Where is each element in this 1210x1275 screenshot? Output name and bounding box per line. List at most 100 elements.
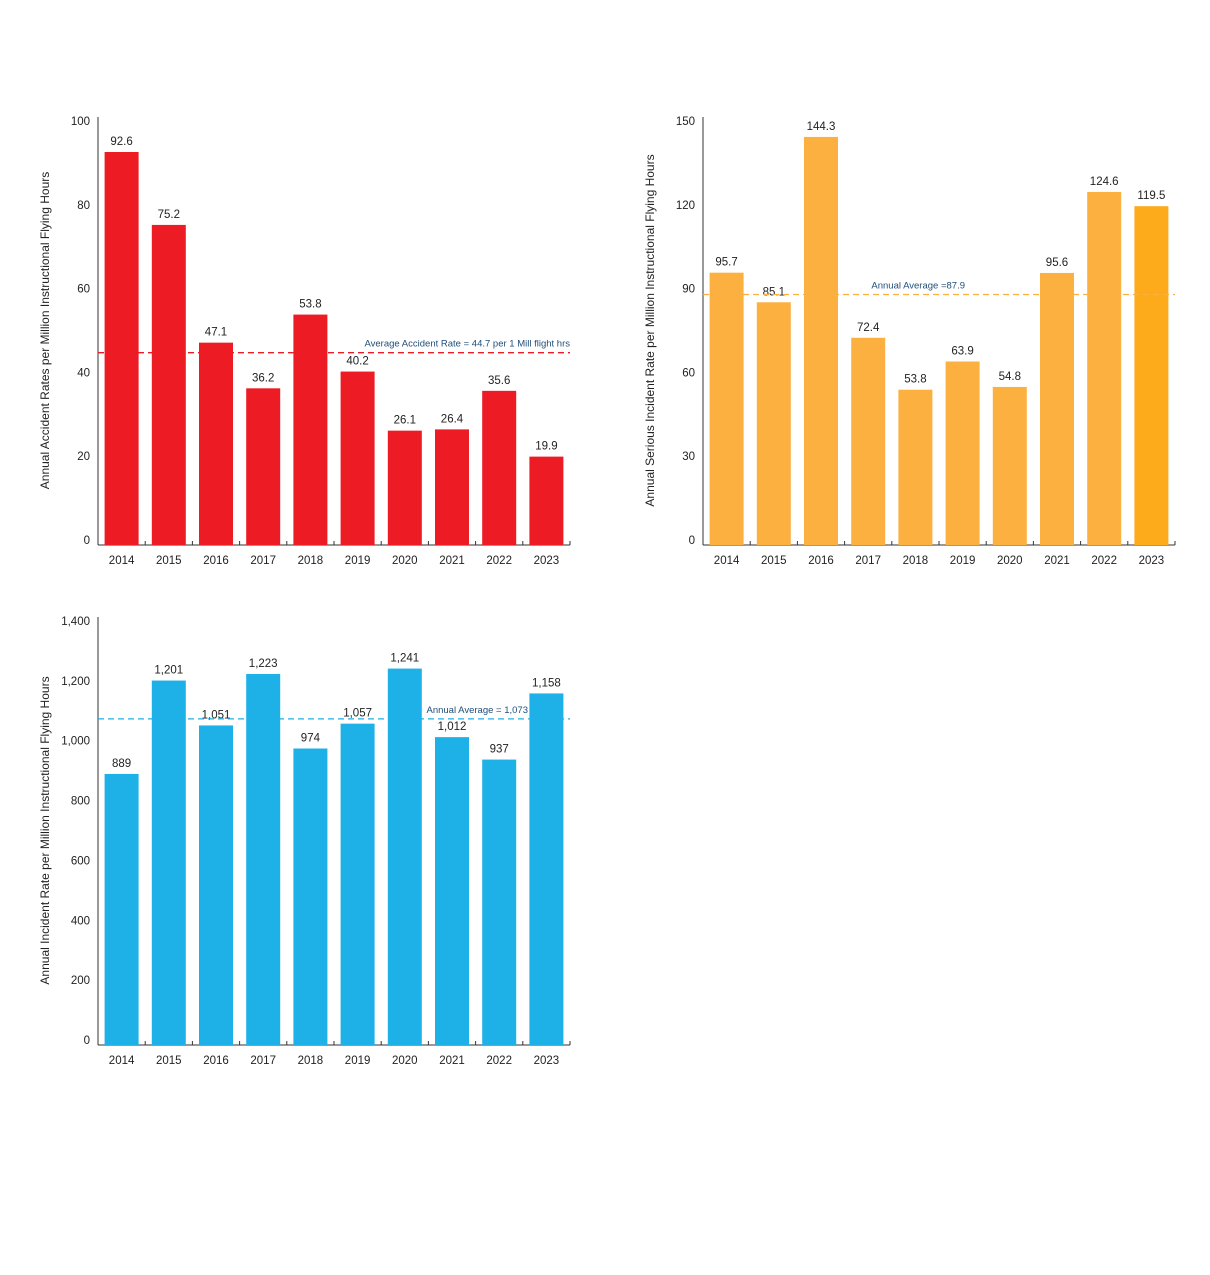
bar-2014 bbox=[104, 773, 139, 1045]
y-tick-label: 90 bbox=[682, 284, 695, 296]
x-tick-label: 2018 bbox=[903, 555, 929, 567]
data-label: 54.8 bbox=[999, 371, 1021, 383]
data-label: 889 bbox=[112, 758, 131, 770]
data-label: 1,051 bbox=[202, 709, 231, 721]
incident-rate-chart: 0 200 400 600 800 1,000 1,200 1,400 Annual Incid… bbox=[38, 616, 571, 1067]
x-tick-label: 2017 bbox=[250, 555, 276, 567]
data-label: 92.6 bbox=[110, 136, 132, 148]
x-tick-label: 2023 bbox=[534, 1055, 560, 1067]
y-tick-label: 0 bbox=[689, 535, 695, 547]
y-tick-label: 150 bbox=[676, 116, 695, 128]
y-tick-label: 80 bbox=[77, 200, 90, 212]
data-label: 1,057 bbox=[343, 708, 372, 720]
data-label: 35.6 bbox=[488, 375, 510, 387]
bar-2016 bbox=[199, 342, 233, 545]
serious-incident-rate-chart: 0 30 60 90 120 150 Annual Serious Incident Rat… bbox=[643, 116, 1176, 567]
x-tick-label: 2019 bbox=[950, 555, 976, 567]
bar-2020 bbox=[992, 386, 1027, 545]
x-tick-label: 2014 bbox=[109, 1055, 135, 1067]
y-tick-label: 0 bbox=[84, 1035, 90, 1047]
data-label: 36.2 bbox=[252, 372, 274, 384]
data-label: 75.2 bbox=[158, 209, 180, 221]
x-tick-label: 2022 bbox=[486, 555, 512, 567]
x-tick-label: 2020 bbox=[997, 555, 1023, 567]
x-tick-label: 2017 bbox=[250, 1055, 276, 1067]
accident-rate-chart: 0 20 40 60 80 100 Annual Accident Rates per Mi… bbox=[38, 116, 571, 567]
x-tick-label: 2017 bbox=[855, 555, 881, 567]
data-label: 40.2 bbox=[346, 356, 368, 368]
x-tick-label: 2016 bbox=[203, 555, 229, 567]
x-tick-label: 2022 bbox=[486, 1055, 512, 1067]
data-label: 53.8 bbox=[904, 374, 926, 386]
y-tick-label: 40 bbox=[77, 367, 90, 379]
x-tick-label: 2016 bbox=[203, 1055, 229, 1067]
average-label: Annual Average = 1,073 bbox=[426, 705, 528, 716]
data-label: 26.1 bbox=[394, 415, 416, 427]
bar-2021 bbox=[435, 429, 469, 545]
y-tick-label: 800 bbox=[71, 796, 90, 808]
data-label: 19.9 bbox=[535, 441, 557, 453]
bar-2015 bbox=[151, 680, 186, 1045]
y-axis-title: Annual Serious Incident Rate per Million… bbox=[643, 154, 657, 506]
bar-2014 bbox=[709, 272, 744, 545]
x-tick-label: 2021 bbox=[439, 555, 465, 567]
bar-2017 bbox=[246, 673, 281, 1045]
bar-2023 bbox=[1134, 206, 1169, 545]
data-label: 72.4 bbox=[857, 322, 880, 334]
y-tick-label: 100 bbox=[71, 116, 90, 128]
average-label: Average Accident Rate = 44.7 per 1 Mill … bbox=[364, 339, 570, 350]
y-tick-label: 1,200 bbox=[61, 676, 90, 688]
data-label: 937 bbox=[490, 744, 509, 756]
x-tick-label: 2015 bbox=[761, 555, 787, 567]
x-tick-label: 2014 bbox=[109, 555, 135, 567]
data-label: 85.1 bbox=[763, 286, 785, 298]
bar-2021 bbox=[1040, 272, 1074, 545]
data-label: 124.6 bbox=[1090, 176, 1119, 188]
bar-2018 bbox=[293, 748, 328, 1045]
data-label: 974 bbox=[301, 732, 321, 744]
y-tick-label: 600 bbox=[71, 855, 90, 867]
y-tick-label: 20 bbox=[77, 451, 90, 463]
bar-2022 bbox=[482, 759, 517, 1045]
y-tick-label: 0 bbox=[84, 535, 90, 547]
bar-2020 bbox=[387, 430, 422, 545]
x-tick-label: 2016 bbox=[808, 555, 834, 567]
x-tick-label: 2019 bbox=[345, 555, 371, 567]
y-tick-label: 1,000 bbox=[61, 736, 90, 748]
x-tick-label: 2020 bbox=[392, 555, 418, 567]
bar-2017 bbox=[851, 337, 886, 545]
x-tick-label: 2023 bbox=[534, 555, 560, 567]
x-tick-label: 2018 bbox=[298, 1055, 324, 1067]
y-axis-title: Annual Accident Rates per Million Instru… bbox=[38, 172, 52, 489]
bar-2016 bbox=[199, 725, 233, 1045]
data-label: 1,241 bbox=[390, 653, 419, 665]
x-tick-label: 2023 bbox=[1139, 555, 1165, 567]
bar-2022 bbox=[1087, 191, 1122, 545]
bar-2019 bbox=[945, 361, 980, 545]
bar-2016 bbox=[804, 136, 838, 545]
bar-2017 bbox=[246, 388, 281, 545]
y-tick-label: 1,400 bbox=[61, 616, 90, 628]
y-tick-label: 200 bbox=[71, 975, 90, 987]
x-tick-label: 2019 bbox=[345, 1055, 371, 1067]
x-tick-label: 2022 bbox=[1091, 555, 1117, 567]
data-label: 1,158 bbox=[532, 677, 561, 689]
data-label: 1,012 bbox=[438, 721, 467, 733]
data-label: 26.4 bbox=[441, 413, 464, 425]
bar-2020 bbox=[387, 668, 422, 1045]
data-label: 144.3 bbox=[807, 121, 836, 133]
y-tick-label: 400 bbox=[71, 915, 90, 927]
bar-2015 bbox=[756, 302, 791, 545]
average-label: Annual Average =87.9 bbox=[871, 280, 965, 291]
x-tick-label: 2020 bbox=[392, 1055, 418, 1067]
bar-2023 bbox=[529, 693, 564, 1045]
bar-2019 bbox=[340, 371, 375, 545]
x-tick-label: 2018 bbox=[298, 555, 324, 567]
y-tick-label: 60 bbox=[77, 284, 90, 296]
bar-2014 bbox=[104, 152, 139, 546]
bar-2018 bbox=[898, 389, 933, 545]
bar-2018 bbox=[293, 314, 328, 545]
data-label: 47.1 bbox=[205, 327, 227, 339]
bar-2019 bbox=[340, 723, 375, 1045]
x-tick-label: 2014 bbox=[714, 555, 740, 567]
